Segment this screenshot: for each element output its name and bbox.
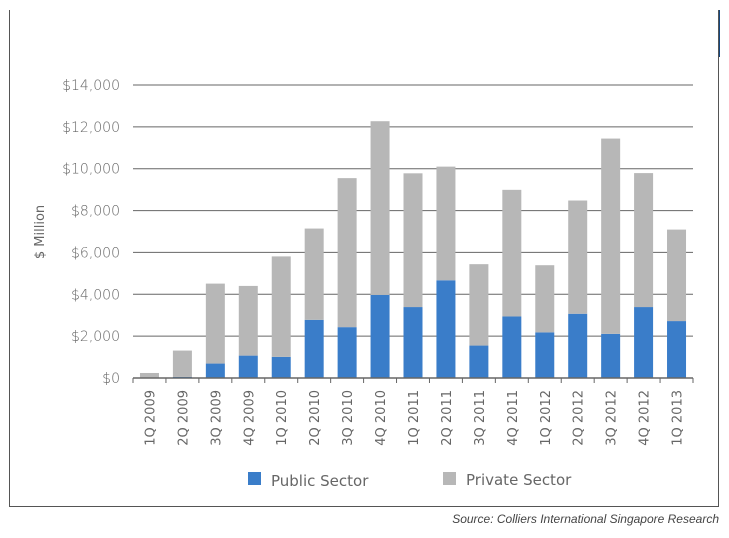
bar-public-sector [205,363,225,378]
x-tick-label: 1Q 2010 [275,390,290,446]
bar-public-sector [667,321,687,378]
y-tick-label: $10,000 [62,162,120,178]
x-tick-label: 3Q 2009 [209,390,224,446]
bar-public-sector [304,319,324,378]
bar-private-sector [370,121,390,295]
bar-public-sector [337,327,357,378]
bar-private-sector [601,138,621,334]
x-tick-label: 1Q 2013 [671,390,686,446]
legend: Public Sector Private Sector [248,471,572,490]
source-note: Source: Colliers International Singapore… [452,512,719,526]
chart-frame [9,10,719,507]
bar-public-sector [469,345,489,378]
bar-private-sector [634,173,654,308]
x-tick-label: 1Q 2011 [407,390,422,446]
x-tick-label: 4Q 2011 [506,390,521,446]
bar-public-sector [568,313,588,378]
legend-label-private: Private Sector [466,471,572,489]
bar-private-sector [469,264,489,346]
bar-public-sector [502,316,522,378]
bar-private-sector [403,173,423,308]
bar-private-sector [667,229,687,322]
x-tick-label: 2Q 2011 [440,390,455,446]
x-tick-label: 4Q 2009 [242,390,257,446]
y-tick-label: $14,000 [62,78,120,94]
x-tick-label: 3Q 2012 [605,390,620,446]
y-tick-label: $4,000 [71,287,120,303]
bar-private-sector [172,350,192,377]
bar-public-sector [601,333,621,378]
bar-private-sector [139,372,159,378]
bar-public-sector [370,294,390,378]
bar-public-sector [436,280,456,378]
x-tick-label: 2Q 2010 [308,390,323,446]
legend-label-public: Public Sector [271,472,369,490]
y-axis-label: $ Million [33,205,48,259]
bars [139,121,687,378]
y-tick-label: $12,000 [62,120,120,136]
y-axis-ticks: $0 $2,000 $4,000 $6,000 $8,000 $10,000 $12,000… [62,78,120,387]
bar-private-sector [535,265,555,333]
legend-swatch-public [248,472,261,485]
bar-private-sector [304,228,324,320]
x-tick-label: 2Q 2009 [176,390,191,446]
x-tick-label: 3Q 2011 [473,390,488,446]
y-tick-label: $0 [102,371,120,387]
y-tick-label: $2,000 [71,329,120,345]
y-tick-label: $8,000 [71,204,120,220]
bar-public-sector [271,356,291,378]
x-axis: 1Q 2009 2Q 2009 3Q 2009 4Q 2009 1Q 2010 2Q 20… [132,377,694,446]
legend-swatch-private [443,472,456,485]
x-tick-label: 1Q 2012 [539,390,554,446]
bar-private-sector [238,285,258,356]
x-tick-label: 4Q 2012 [638,390,653,446]
x-tick-label: 3Q 2010 [341,390,356,446]
bar-private-sector [436,166,456,281]
bar-private-sector [337,178,357,328]
bar-private-sector [502,189,522,317]
x-tick-label: 4Q 2010 [374,390,389,446]
y-tick-label: $6,000 [71,245,120,261]
x-tick-label: 2Q 2012 [572,390,587,446]
bar-private-sector [205,283,225,364]
bar-public-sector [238,355,258,378]
bar-private-sector [568,200,588,314]
bar-private-sector [271,256,291,357]
bar-public-sector [535,332,555,378]
x-tick-label: 1Q 2009 [143,390,158,446]
bar-public-sector [403,307,423,378]
bar-public-sector [634,307,654,378]
